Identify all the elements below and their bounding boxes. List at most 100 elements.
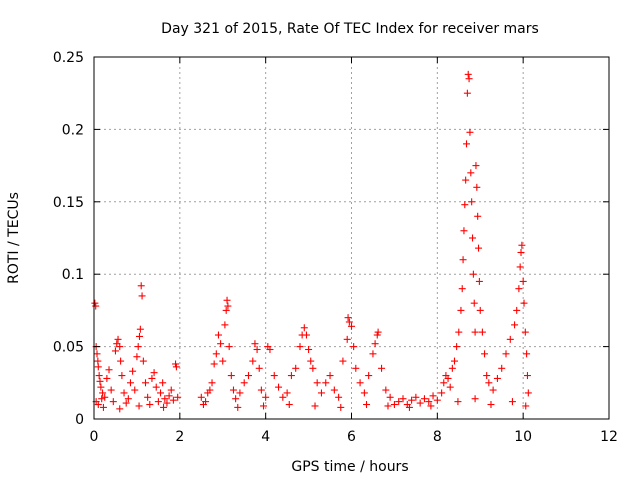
data-point bbox=[131, 386, 139, 394]
data-point bbox=[174, 393, 182, 401]
data-point bbox=[360, 389, 368, 397]
data-point bbox=[455, 328, 463, 336]
data-point bbox=[463, 89, 471, 97]
data-point bbox=[142, 379, 149, 387]
data-point bbox=[249, 357, 257, 365]
grid-lines bbox=[94, 57, 609, 419]
data-point bbox=[420, 395, 428, 403]
data-point bbox=[136, 325, 144, 333]
data-point bbox=[344, 314, 352, 322]
data-point bbox=[103, 374, 111, 382]
data-point bbox=[378, 364, 386, 372]
data-point bbox=[217, 340, 225, 348]
data-point bbox=[311, 402, 319, 410]
data-point bbox=[223, 296, 231, 304]
data-point bbox=[518, 241, 526, 249]
data-point bbox=[412, 393, 420, 401]
data-point bbox=[322, 379, 330, 387]
data-point bbox=[317, 389, 325, 397]
data-point bbox=[506, 335, 514, 343]
data-point bbox=[471, 395, 479, 403]
data-point bbox=[279, 393, 287, 401]
x-tick-label: 0 bbox=[90, 429, 99, 445]
data-point bbox=[427, 402, 435, 410]
data-point bbox=[429, 392, 437, 400]
data-point bbox=[444, 374, 452, 382]
data-point bbox=[134, 343, 142, 351]
data-point bbox=[356, 379, 364, 387]
data-point bbox=[363, 401, 371, 409]
data-point bbox=[116, 343, 124, 351]
data-point bbox=[260, 402, 268, 410]
x-tick-label: 4 bbox=[261, 429, 270, 445]
data-point bbox=[232, 395, 240, 403]
data-point bbox=[335, 393, 343, 401]
x-tick-label: 10 bbox=[514, 429, 532, 445]
data-point bbox=[485, 379, 493, 387]
data-point bbox=[139, 357, 147, 365]
data-point bbox=[148, 374, 156, 382]
data-point bbox=[99, 389, 107, 397]
data-point bbox=[374, 328, 382, 336]
plot-frame bbox=[93, 56, 610, 420]
data-point bbox=[448, 364, 456, 372]
data-point bbox=[94, 401, 102, 409]
data-point bbox=[124, 395, 132, 403]
data-point bbox=[283, 389, 291, 397]
data-point bbox=[453, 343, 461, 351]
data-point bbox=[144, 393, 152, 401]
data-point bbox=[405, 403, 413, 411]
data-point bbox=[489, 386, 497, 394]
data-point bbox=[473, 183, 481, 191]
data-point bbox=[251, 340, 259, 348]
y-tick-label: 0.25 bbox=[53, 50, 84, 66]
data-point bbox=[206, 386, 214, 394]
data-point bbox=[159, 379, 167, 387]
data-point bbox=[275, 383, 283, 391]
data-point bbox=[105, 366, 113, 374]
data-point bbox=[343, 335, 351, 343]
data-point bbox=[498, 364, 506, 372]
data-point bbox=[470, 299, 478, 307]
data-point bbox=[483, 372, 491, 380]
data-point bbox=[330, 386, 338, 394]
data-point bbox=[138, 292, 146, 300]
data-point bbox=[386, 393, 394, 401]
data-point bbox=[438, 389, 446, 397]
data-point bbox=[172, 360, 180, 368]
data-point bbox=[384, 402, 392, 410]
data-point bbox=[300, 324, 308, 332]
data-point bbox=[255, 364, 263, 372]
data-point bbox=[493, 374, 501, 382]
data-point bbox=[113, 340, 121, 348]
data-point bbox=[475, 277, 483, 285]
data-point bbox=[221, 321, 229, 329]
data-point bbox=[459, 256, 467, 264]
data-point bbox=[339, 357, 347, 365]
data-point bbox=[240, 379, 248, 387]
data-point bbox=[266, 345, 274, 353]
data-point bbox=[172, 363, 180, 371]
x-tick-label: 8 bbox=[433, 429, 442, 445]
data-point bbox=[395, 398, 403, 406]
data-point bbox=[120, 389, 128, 397]
data-point bbox=[446, 383, 454, 391]
data-point bbox=[197, 393, 205, 401]
data-point bbox=[458, 285, 466, 293]
data-point bbox=[463, 140, 471, 148]
data-point bbox=[234, 403, 242, 411]
data-point bbox=[122, 399, 130, 407]
data-point bbox=[521, 328, 529, 336]
data-point bbox=[146, 401, 154, 409]
data-point bbox=[285, 401, 293, 409]
data-point bbox=[160, 403, 168, 411]
data-point bbox=[116, 405, 124, 413]
data-point bbox=[94, 363, 102, 371]
data-point bbox=[425, 398, 433, 406]
data-point bbox=[165, 392, 173, 400]
data-point bbox=[296, 343, 304, 351]
data-point bbox=[508, 398, 516, 406]
data-point bbox=[101, 393, 109, 401]
data-point bbox=[326, 372, 334, 380]
